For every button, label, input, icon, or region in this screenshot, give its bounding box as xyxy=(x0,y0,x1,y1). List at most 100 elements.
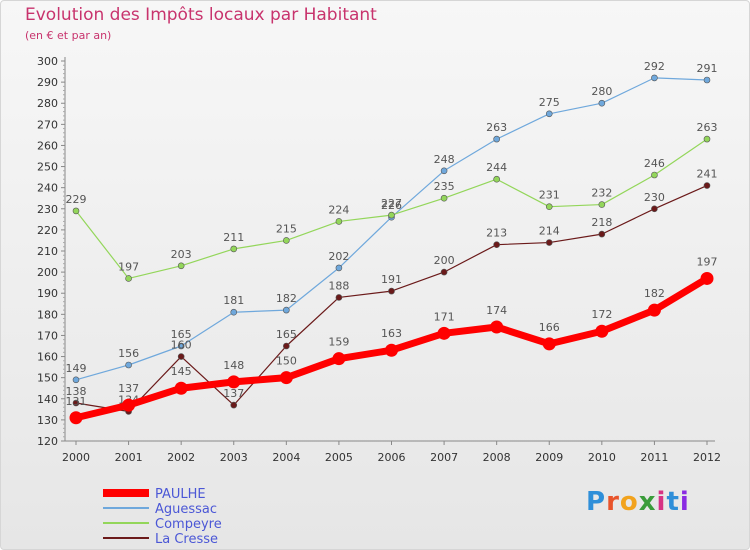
data-point-aguessac xyxy=(440,167,448,175)
y-tick-label: 230 xyxy=(37,203,58,216)
data-label-compeyre: 203 xyxy=(171,248,192,261)
data-label-aguessac: 181 xyxy=(223,294,244,307)
data-label-aguessac: 149 xyxy=(66,362,87,375)
y-tick-label: 270 xyxy=(37,118,58,131)
data-label-compeyre: 229 xyxy=(66,193,87,206)
data-label-la-cresse: 160 xyxy=(171,339,192,352)
data-point-aguessac xyxy=(598,99,606,107)
data-point-compeyre xyxy=(283,237,290,244)
data-label-aguessac: 202 xyxy=(328,250,349,263)
data-point-paulhe xyxy=(69,411,83,425)
x-tick-label: 2008 xyxy=(483,451,511,464)
data-point-compeyre xyxy=(388,211,395,219)
data-point-paulhe xyxy=(174,381,188,395)
data-point-aguessac xyxy=(651,74,658,82)
data-label-la-cresse: 138 xyxy=(66,385,87,398)
y-tick-label: 300 xyxy=(37,55,58,68)
data-point-paulhe xyxy=(332,352,346,366)
y-tick-label: 220 xyxy=(37,224,58,237)
data-point-compeyre xyxy=(651,171,658,179)
data-point-paulhe xyxy=(437,326,451,340)
data-label-compeyre: 224 xyxy=(328,203,349,216)
x-tick-label: 2006 xyxy=(378,451,406,464)
data-label-aguessac: 165 xyxy=(171,328,192,341)
legend-label-compeyre: Compeyre xyxy=(155,517,222,532)
y-tick-label: 180 xyxy=(37,308,58,321)
x-tick-label: 2010 xyxy=(588,451,616,464)
data-point-paulhe xyxy=(385,343,398,357)
data-label-compeyre: 197 xyxy=(118,260,139,273)
data-point-aguessac xyxy=(545,110,553,118)
data-label-la-cresse: 213 xyxy=(486,227,507,240)
data-label-paulhe: 163 xyxy=(381,327,402,340)
data-label-compeyre: 244 xyxy=(486,161,507,174)
x-tick-label: 2005 xyxy=(325,451,353,464)
data-label-aguessac: 182 xyxy=(276,292,297,305)
y-tick-label: 250 xyxy=(37,161,58,174)
y-tick-label: 260 xyxy=(37,139,58,152)
data-point-la-cresse xyxy=(230,401,238,409)
data-point-la-cresse xyxy=(283,342,290,350)
data-point-paulhe xyxy=(700,271,714,285)
data-point-compeyre xyxy=(598,201,606,208)
data-point-la-cresse xyxy=(545,239,553,246)
data-point-aguessac xyxy=(283,306,290,314)
y-tick-label: 120 xyxy=(37,435,58,448)
data-point-la-cresse xyxy=(598,230,606,238)
data-label-paulhe: 197 xyxy=(697,255,718,268)
y-tick-label: 240 xyxy=(37,182,58,195)
data-point-la-cresse xyxy=(72,399,80,407)
chart-subtitle: (en € et par an) xyxy=(25,29,112,42)
data-point-paulhe xyxy=(542,337,556,351)
data-point-la-cresse xyxy=(440,268,448,276)
data-label-paulhe: 137 xyxy=(118,382,139,395)
x-tick-label: 2009 xyxy=(535,451,563,464)
data-label-paulhe: 131 xyxy=(66,395,87,408)
data-point-paulhe xyxy=(490,320,504,334)
data-point-paulhe xyxy=(279,371,293,385)
data-point-compeyre xyxy=(440,194,448,202)
data-label-paulhe: 145 xyxy=(171,365,192,378)
y-tick-label: 170 xyxy=(37,329,58,342)
data-label-aguessac: 248 xyxy=(434,153,455,166)
data-label-aguessac: 275 xyxy=(539,96,560,109)
data-label-la-cresse: 137 xyxy=(223,387,244,400)
x-tick-label: 2002 xyxy=(167,451,195,464)
y-tick-label: 290 xyxy=(37,76,58,89)
data-label-compeyre: 211 xyxy=(223,231,244,244)
data-point-aguessac xyxy=(335,264,343,272)
data-label-compeyre: 232 xyxy=(591,187,612,200)
x-tick-label: 2000 xyxy=(62,451,90,464)
data-label-aguessac: 156 xyxy=(118,347,139,360)
data-point-compeyre xyxy=(125,275,132,282)
data-point-la-cresse xyxy=(493,241,500,248)
data-point-compeyre xyxy=(493,175,500,183)
y-tick-label: 280 xyxy=(37,97,58,110)
data-point-aguessac xyxy=(493,135,500,143)
data-label-la-cresse: 191 xyxy=(381,273,402,286)
chart-title: Evolution des Impôts locaux par Habitant xyxy=(25,5,377,25)
data-label-aguessac: 263 xyxy=(486,121,507,134)
y-tick-label: 190 xyxy=(37,287,58,300)
data-label-la-cresse: 218 xyxy=(591,216,612,229)
data-point-compeyre xyxy=(703,135,711,143)
data-point-aguessac xyxy=(125,361,132,369)
data-label-paulhe: 166 xyxy=(539,321,560,334)
y-tick-label: 200 xyxy=(37,266,58,279)
data-label-compeyre: 227 xyxy=(381,197,402,210)
data-point-la-cresse xyxy=(703,182,711,189)
data-label-aguessac: 226 xyxy=(381,199,402,212)
x-tick-label: 2012 xyxy=(693,451,721,464)
data-point-la-cresse xyxy=(388,287,395,295)
legend-label-aguessac: Aguessac xyxy=(155,502,217,517)
data-label-la-cresse: 200 xyxy=(434,254,455,267)
data-label-la-cresse: 165 xyxy=(276,328,297,341)
data-label-paulhe: 171 xyxy=(434,310,455,323)
y-tick-label: 140 xyxy=(37,393,58,406)
data-label-paulhe: 172 xyxy=(591,308,612,321)
x-tick-label: 2011 xyxy=(640,451,668,464)
data-label-aguessac: 280 xyxy=(591,85,612,98)
legend-label-paulhe: PAULHE xyxy=(155,487,206,502)
